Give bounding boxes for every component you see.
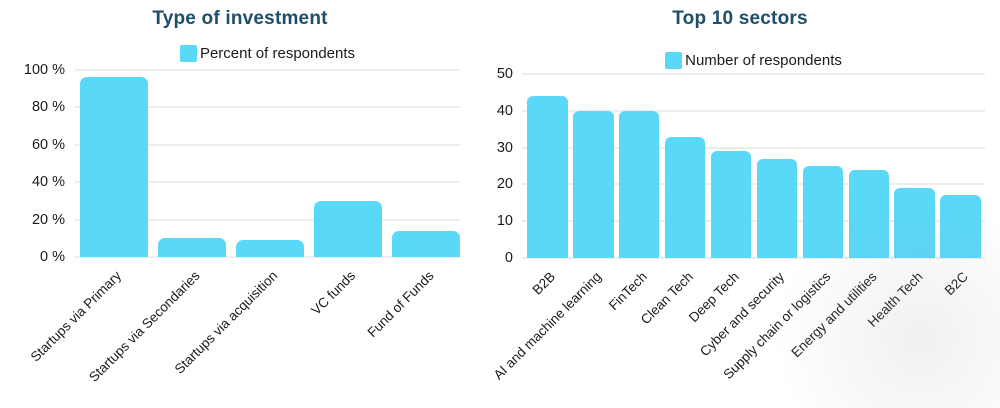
legend-swatch-icon[interactable]	[179, 45, 197, 62]
y-tick-label: 40 %	[31, 174, 65, 191]
x-category-label: Fund of Funds	[364, 268, 437, 341]
x-category-label: FinTech	[605, 269, 650, 314]
x-category-label: B2B	[529, 269, 558, 298]
bar-clean-tech[interactable]	[664, 136, 706, 258]
gridline	[75, 69, 460, 71]
bar-health-tech[interactable]	[894, 188, 936, 258]
y-tick-label: 50	[496, 66, 513, 82]
y-tick-label: 0 %	[40, 249, 65, 265]
bar-supply-chain-or-logistics[interactable]	[802, 166, 844, 258]
y-tick-label: 10	[496, 213, 513, 230]
gridline	[522, 146, 985, 149]
legend: Percent of respondents	[75, 45, 460, 62]
y-tick-label: 80 %	[31, 99, 65, 116]
gridline	[75, 181, 460, 184]
y-axis: 0 % 20 % 40 % 60 % 80 % 100 %	[0, 62, 70, 265]
top-10-sectors-chart: Top 10 sectors Number of respondents 0 10…	[480, 0, 1000, 408]
legend-swatch-icon[interactable]	[665, 52, 683, 69]
x-category-label: VC funds	[308, 268, 359, 318]
bar-startups-via-primary[interactable]	[80, 77, 148, 257]
y-tick-label: 0	[504, 250, 513, 266]
gridline	[522, 109, 985, 112]
y-tick-label: 20	[496, 176, 513, 193]
y-tick-label: 40	[496, 102, 513, 119]
bar-deep-tech[interactable]	[710, 151, 752, 258]
bar-fintech[interactable]	[618, 110, 660, 258]
gridline	[75, 143, 460, 146]
type-of-investment-chart: Type of investment Percent of respondent…	[0, 0, 480, 408]
x-axis: Startups via Primary Startups via Seconda…	[28, 260, 460, 408]
legend-label[interactable]: Number of respondents	[685, 52, 842, 69]
x-axis: B2B AI and machine learning FinTech Clean T…	[490, 261, 985, 408]
gridline	[75, 106, 460, 109]
bar-ai-and-machine-learning[interactable]	[572, 110, 614, 258]
plot-area	[75, 69, 460, 258]
bar-cyber-and-security[interactable]	[756, 158, 798, 258]
x-category-label: Energy and utilities	[788, 269, 880, 361]
gridline	[522, 183, 985, 186]
gridline	[75, 256, 460, 258]
bar-startups-via-acquisition[interactable]	[236, 240, 304, 257]
legend-label[interactable]: Percent of respondents	[199, 45, 356, 62]
bar-vc-funds[interactable]	[314, 200, 382, 257]
gridline	[75, 218, 460, 221]
y-tick-label: 20 %	[31, 211, 65, 228]
gridline	[522, 220, 985, 223]
bar-b2b[interactable]	[527, 96, 568, 258]
y-tick-label: 100 %	[23, 62, 65, 78]
bar-energy-and-utilities[interactable]	[848, 169, 890, 258]
y-tick-label: 60 %	[31, 136, 65, 153]
y-tick-label: 30	[496, 139, 513, 156]
bar-startups-via-secondaries[interactable]	[158, 238, 226, 257]
legend: Number of respondents	[522, 52, 985, 69]
x-category-label: Cyber and security	[697, 269, 788, 360]
chart-title: Top 10 sectors	[672, 8, 808, 29]
plot-area	[522, 73, 985, 259]
bar-b2c[interactable]	[940, 195, 981, 258]
y-axis: 0 10 20 30 40 50	[480, 66, 518, 266]
bar-fund-of-funds[interactable]	[392, 230, 460, 257]
x-category-label: B2C	[942, 269, 972, 299]
chart-title: Type of investment	[152, 8, 328, 29]
gridline	[522, 73, 985, 75]
gridline	[522, 257, 985, 259]
